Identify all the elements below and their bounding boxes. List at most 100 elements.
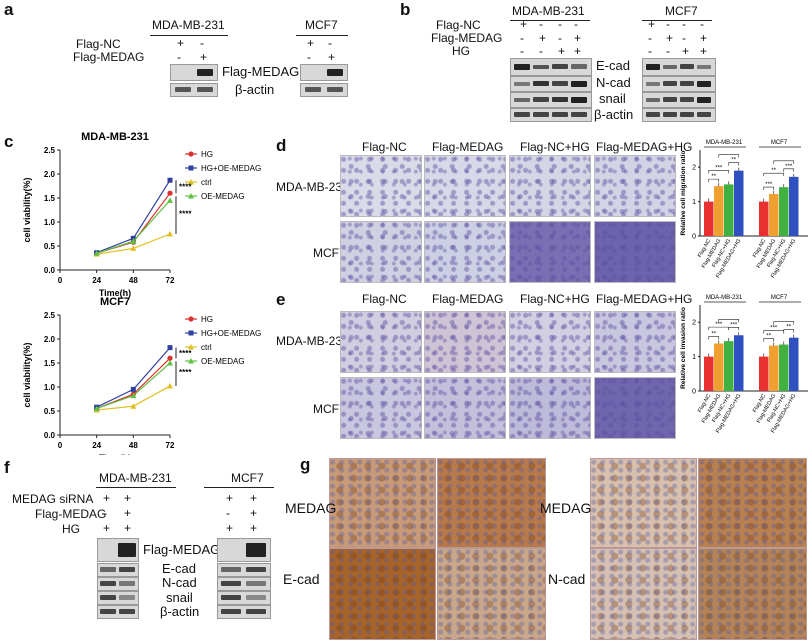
- row-label: Flag-MEDAG: [431, 31, 503, 45]
- sign: +: [103, 491, 111, 505]
- y-axis-label: cell viability(%): [22, 342, 32, 407]
- significance-label: **: [786, 325, 791, 331]
- western-blot-flag-medag: [300, 64, 348, 81]
- bar: [734, 335, 744, 391]
- microscopy-image: [594, 221, 676, 283]
- microscopy-image: [509, 155, 591, 217]
- data-point: [167, 345, 173, 351]
- significance-label: ***: [785, 164, 793, 170]
- ihc-image: [329, 548, 436, 640]
- y-tick-label: 2.0: [44, 170, 56, 179]
- sign: -: [177, 50, 181, 64]
- column-label: Flag-MEDAG: [432, 292, 504, 306]
- microscopy-image: [509, 377, 591, 439]
- data-point: [167, 190, 173, 196]
- y-tick-label: 0.5: [44, 242, 56, 251]
- legend-marker: [188, 165, 194, 171]
- legend-marker: [188, 151, 194, 157]
- western-blot-ecad: [510, 58, 592, 76]
- legend-marker: [188, 316, 194, 322]
- row-label: Flag-NC: [76, 37, 121, 51]
- significance-bracket: [708, 336, 720, 340]
- blot-label: N-cad: [162, 575, 197, 590]
- blot-label: β-actin: [594, 107, 634, 122]
- row-label: Flag-NC: [436, 18, 481, 32]
- chart-title: MDA-MB-231: [81, 131, 149, 143]
- ihc-row-label: E-cad: [283, 571, 320, 587]
- y-tick-label: 1.0: [44, 218, 56, 227]
- bar: [759, 356, 769, 391]
- microscopy-image: [340, 377, 422, 439]
- western-blot-actin: [642, 108, 716, 122]
- data-point: [130, 245, 137, 251]
- bar: [704, 201, 714, 236]
- sign: -: [520, 31, 524, 45]
- line-chart-mcf7: MCF7 0.0 0.5 1.0 1.5 2.0 2.5 0 24 48 72 Time(h) cell…: [22, 296, 261, 455]
- y-tick-label: 2: [692, 165, 696, 172]
- significance-label: ***: [715, 322, 723, 328]
- group-label: MCF7: [771, 140, 788, 146]
- ihc-image: [698, 548, 807, 640]
- sign: +: [574, 44, 582, 58]
- microscopy-image: [424, 311, 506, 373]
- sign: +: [700, 44, 708, 58]
- y-axis-label: Relative cell migration ratio: [680, 151, 687, 236]
- sign: +: [124, 521, 132, 535]
- legend-label: HG+OE-MEDAG: [201, 164, 261, 173]
- sign: +: [558, 44, 566, 58]
- y-tick-label: 1: [692, 354, 696, 361]
- data-point: [93, 250, 100, 256]
- western-blot-snail: [97, 591, 139, 605]
- row-label: HG: [452, 44, 470, 58]
- significance-bracket: [763, 172, 785, 177]
- data-point: [130, 386, 136, 392]
- panel-label-c: c: [4, 132, 14, 151]
- panel-label-e: e: [276, 290, 286, 309]
- x-axis-label: Time(h): [99, 453, 131, 455]
- y-tick-label: 0: [692, 234, 696, 241]
- legend-marker: [188, 193, 194, 199]
- sign: -: [307, 50, 311, 64]
- western-blot-snail: [510, 92, 592, 108]
- y-tick-label: 2.5: [44, 146, 56, 155]
- legend-label: OE-MEDAG: [201, 357, 245, 366]
- ihc-image: [698, 458, 807, 548]
- group-label: MDA-MB-231: [99, 471, 172, 485]
- western-blot-snail: [217, 591, 271, 605]
- sign: +: [666, 31, 674, 45]
- western-blot-flag-medag: [97, 538, 139, 562]
- blot-label: E-cad: [596, 58, 630, 73]
- microscopy-image: [594, 155, 676, 217]
- row-label: MCF7: [313, 246, 346, 260]
- group-underline: [296, 35, 348, 36]
- significance-bracket: [718, 318, 740, 323]
- bar-chart-migration: 0 1 2 Relative cell migration ratio MDA-MB-2…: [680, 140, 808, 279]
- significance-label: ****: [179, 368, 192, 377]
- x-tick-label: 48: [129, 441, 138, 450]
- line-charts-c: MDA-MB-231 0.0 0.5 1.0 1.5 2.0 2.5 0 24 48 72 Time(…: [22, 131, 261, 455]
- significance-bracket: [763, 338, 775, 342]
- legend-marker: [188, 358, 194, 364]
- blot-label: N-cad: [596, 75, 631, 90]
- panel-label-a: a: [4, 0, 14, 19]
- sign: +: [124, 491, 132, 505]
- y-tick-label: 0.5: [44, 407, 56, 416]
- y-tick-label: 1.0: [44, 383, 56, 392]
- bar: [789, 337, 799, 391]
- microscopy-image: [594, 311, 676, 373]
- ihc-image: [437, 458, 546, 548]
- ihc-image: [329, 458, 436, 548]
- row-label: Flag-MEDAG: [73, 50, 145, 64]
- blot-label: snail: [166, 590, 193, 605]
- western-blot-ncad: [510, 76, 592, 92]
- series-line: [96, 357, 171, 410]
- sign: +: [226, 521, 234, 535]
- y-tick-label: 2.0: [44, 335, 56, 344]
- data-point: [130, 392, 137, 399]
- western-blot-snail: [642, 92, 716, 108]
- sign: -: [648, 44, 652, 58]
- legend-label: HG: [201, 150, 213, 159]
- y-tick-label: 2: [692, 320, 696, 327]
- data-point: [130, 403, 137, 409]
- microscopy-image: [424, 155, 506, 217]
